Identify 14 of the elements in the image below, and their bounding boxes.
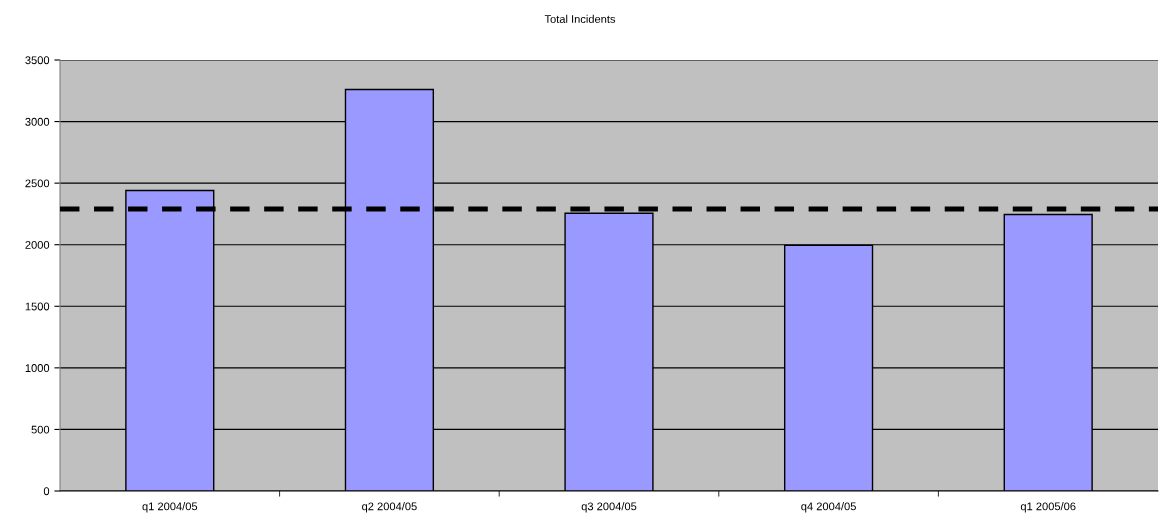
x-tick-label: q1 2005/06 [1020, 502, 1076, 513]
y-tick-label: 1000 [25, 364, 50, 372]
y-tick-label: 2000 [25, 240, 50, 249]
y-tick-label: 3000 [25, 117, 50, 126]
y-tick-label: 500 [31, 425, 50, 434]
x-tick-label: q1 2004/05 [142, 502, 198, 513]
y-tick-label: 3500 [25, 56, 50, 65]
chart-title: Total Incidents [544, 14, 616, 23]
x-tick-label: q2 2004/05 [362, 502, 417, 513]
y-tick-label: 0 [43, 487, 50, 496]
y-tick-label: 1500 [25, 302, 50, 311]
y-tick-label: 2500 [25, 179, 50, 188]
x-tick-label: q3 2004/05 [581, 502, 637, 513]
x-tick-label: q4 2004/05 [801, 502, 856, 513]
